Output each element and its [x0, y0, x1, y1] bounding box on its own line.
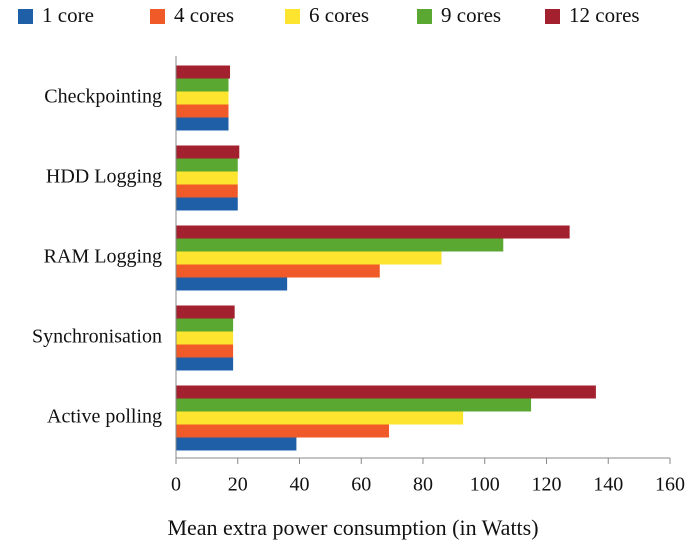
legend-swatch: [18, 9, 33, 24]
bar: [176, 318, 234, 332]
x-tick-label: 60: [351, 474, 371, 496]
bar: [176, 277, 288, 291]
legend-swatch: [417, 9, 432, 24]
bar: [176, 78, 229, 92]
bar: [176, 91, 229, 105]
y-tick-label: Active polling: [47, 406, 162, 428]
bar: [176, 171, 238, 185]
bar: [176, 344, 234, 358]
legend-swatch: [545, 9, 560, 24]
bar: [176, 158, 238, 172]
legend-label: 6 cores: [309, 3, 369, 27]
bar: [176, 197, 238, 211]
bar: [176, 305, 235, 319]
x-tick-label: 40: [290, 474, 310, 496]
y-tick-label: Synchronisation: [32, 326, 162, 348]
legend-swatch: [150, 9, 165, 24]
bar: [176, 264, 380, 278]
bar: [176, 184, 238, 198]
bar: [176, 145, 240, 159]
bar: [176, 331, 234, 345]
y-tick-label: Checkpointing: [44, 86, 162, 108]
y-tick-label: HDD Logging: [46, 166, 162, 188]
bar: [176, 117, 229, 131]
x-tick-label: 120: [532, 474, 562, 496]
bar: [176, 411, 464, 425]
bar: [176, 437, 297, 451]
legend-label: 12 cores: [569, 3, 640, 27]
x-tick-label: 100: [470, 474, 500, 496]
legend-label: 9 cores: [441, 3, 501, 27]
bar: [176, 225, 570, 239]
bar: [176, 357, 234, 371]
legend-label: 4 cores: [174, 3, 234, 27]
bar: [176, 398, 532, 412]
bar: [176, 385, 596, 399]
legend-label: 1 core: [42, 3, 94, 27]
x-axis-label: Mean extra power consumption (in Watts): [167, 515, 538, 540]
bar: [176, 251, 442, 265]
x-tick-label: 20: [228, 474, 248, 496]
x-tick-label: 160: [655, 474, 685, 496]
x-tick-label: 140: [593, 474, 623, 496]
bar: [176, 104, 229, 118]
x-tick-label: 80: [413, 474, 433, 496]
bar: [176, 238, 504, 252]
legend-swatch: [285, 9, 300, 24]
bar: [176, 65, 231, 79]
x-tick-label: 0: [171, 474, 181, 496]
y-tick-label: RAM Logging: [44, 246, 162, 268]
bar: [176, 424, 390, 438]
